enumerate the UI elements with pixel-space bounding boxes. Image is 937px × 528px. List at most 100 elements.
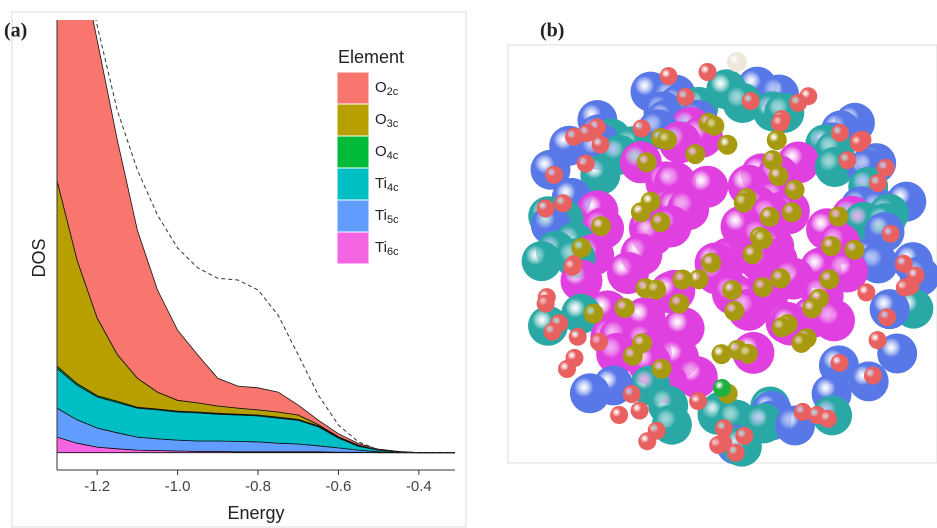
atom <box>742 244 763 265</box>
legend-subscript: 6c <box>387 246 399 258</box>
atom <box>881 224 900 243</box>
atom <box>868 174 887 192</box>
atom <box>793 402 812 421</box>
atom <box>568 327 587 346</box>
atom <box>711 344 732 365</box>
atom <box>630 401 649 420</box>
atom <box>727 288 770 331</box>
atom <box>857 283 876 302</box>
atom <box>543 322 562 341</box>
legend-subscript: 4c <box>387 182 399 194</box>
atom <box>858 243 899 284</box>
atom <box>545 165 564 184</box>
atom <box>741 92 760 110</box>
atom <box>752 229 773 250</box>
atom <box>701 252 722 273</box>
legend-swatch <box>336 103 370 137</box>
legend-swatch <box>336 231 370 265</box>
atom <box>717 134 738 155</box>
legend-name: O <box>375 111 387 128</box>
atom <box>563 257 582 276</box>
atom <box>762 150 783 171</box>
legend-subscript: 5c <box>387 214 399 226</box>
atom <box>536 294 555 313</box>
atom <box>849 134 868 152</box>
atom <box>659 67 678 86</box>
x-tick-label: -0.4 <box>406 478 432 495</box>
atom <box>569 373 610 414</box>
x-tick-label: -0.6 <box>325 478 351 495</box>
atom <box>831 123 849 142</box>
panel-a-frame <box>11 11 467 528</box>
atom <box>726 443 745 462</box>
atom <box>646 279 667 300</box>
legend-label: Ti5c <box>375 207 399 226</box>
atom <box>561 293 602 334</box>
atom <box>752 277 773 298</box>
x-tick-label: -1.2 <box>84 478 110 495</box>
atom <box>554 194 573 213</box>
atom <box>759 206 780 227</box>
y-axis-title: DOS <box>29 238 49 277</box>
atom <box>688 269 709 290</box>
atom <box>894 254 913 273</box>
atom <box>714 419 733 438</box>
atom <box>622 345 643 366</box>
atom <box>698 63 717 81</box>
atom <box>576 154 595 173</box>
atom <box>844 239 865 260</box>
legend-label: O3c <box>375 111 399 130</box>
x-axis-title: Energy <box>227 503 284 523</box>
atom <box>789 93 808 112</box>
atom <box>784 179 805 200</box>
atom <box>735 426 754 445</box>
x-tick-label: -0.8 <box>245 478 271 495</box>
atom <box>536 199 555 218</box>
legend-name: Ti <box>375 207 387 224</box>
area <box>57 20 455 454</box>
atom <box>591 216 611 237</box>
atom <box>610 406 629 424</box>
legend-swatch <box>336 199 370 233</box>
atom <box>768 166 789 186</box>
atom <box>830 353 849 372</box>
atom <box>638 432 657 451</box>
atom <box>895 278 914 297</box>
atom <box>766 130 787 150</box>
legend-title: Element <box>338 47 404 67</box>
atom <box>676 87 695 106</box>
legend-name: O <box>375 143 387 160</box>
legend-label: Ti4c <box>375 175 399 194</box>
atom <box>876 158 895 177</box>
legend-name: Ti <box>375 175 387 192</box>
atom <box>685 144 706 165</box>
atom <box>771 114 789 133</box>
atom <box>704 115 725 136</box>
atom <box>722 280 743 301</box>
panel-label: (a) <box>4 20 27 42</box>
panel-label: (b) <box>540 20 564 42</box>
atom <box>737 343 758 364</box>
atom <box>650 212 671 233</box>
atom <box>558 360 576 378</box>
atom <box>565 127 584 146</box>
atom <box>672 269 693 290</box>
legend-swatch <box>336 167 370 201</box>
plot-area <box>57 20 455 454</box>
atom <box>636 152 657 173</box>
atom <box>828 206 849 227</box>
atom <box>632 119 651 138</box>
legend-label: O2c <box>375 79 399 98</box>
legend-subscript: 2c <box>387 86 399 98</box>
atom <box>791 332 812 353</box>
atom <box>590 333 608 351</box>
atom <box>727 52 747 72</box>
atom <box>521 241 562 282</box>
atom <box>819 409 837 428</box>
legend-subscript: 3c <box>387 118 399 130</box>
atom <box>771 317 792 338</box>
atom <box>802 298 823 319</box>
atom <box>781 202 802 223</box>
atom <box>689 392 708 411</box>
